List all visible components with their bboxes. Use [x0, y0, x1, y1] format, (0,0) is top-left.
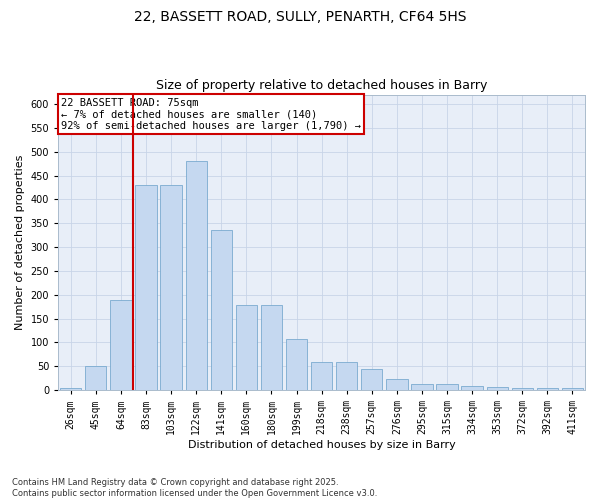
Bar	[562, 388, 583, 390]
Bar	[512, 388, 533, 390]
Bar	[85, 366, 106, 390]
Bar	[185, 162, 207, 390]
Bar	[436, 384, 458, 390]
Bar	[261, 306, 282, 390]
Bar	[236, 306, 257, 390]
Bar	[537, 388, 558, 390]
X-axis label: Distribution of detached houses by size in Barry: Distribution of detached houses by size …	[188, 440, 455, 450]
Title: Size of property relative to detached houses in Barry: Size of property relative to detached ho…	[156, 79, 487, 92]
Bar	[160, 185, 182, 390]
Bar	[136, 185, 157, 390]
Bar	[487, 387, 508, 390]
Y-axis label: Number of detached properties: Number of detached properties	[15, 154, 25, 330]
Text: 22, BASSETT ROAD, SULLY, PENARTH, CF64 5HS: 22, BASSETT ROAD, SULLY, PENARTH, CF64 5…	[134, 10, 466, 24]
Bar	[361, 369, 382, 390]
Bar	[311, 362, 332, 390]
Bar	[386, 379, 407, 390]
Bar	[336, 362, 358, 390]
Bar	[110, 300, 131, 390]
Bar	[211, 230, 232, 390]
Bar	[60, 388, 82, 390]
Bar	[286, 338, 307, 390]
Bar	[411, 384, 433, 390]
Text: 22 BASSETT ROAD: 75sqm
← 7% of detached houses are smaller (140)
92% of semi-det: 22 BASSETT ROAD: 75sqm ← 7% of detached …	[61, 98, 361, 130]
Bar	[461, 386, 483, 390]
Text: Contains HM Land Registry data © Crown copyright and database right 2025.
Contai: Contains HM Land Registry data © Crown c…	[12, 478, 377, 498]
